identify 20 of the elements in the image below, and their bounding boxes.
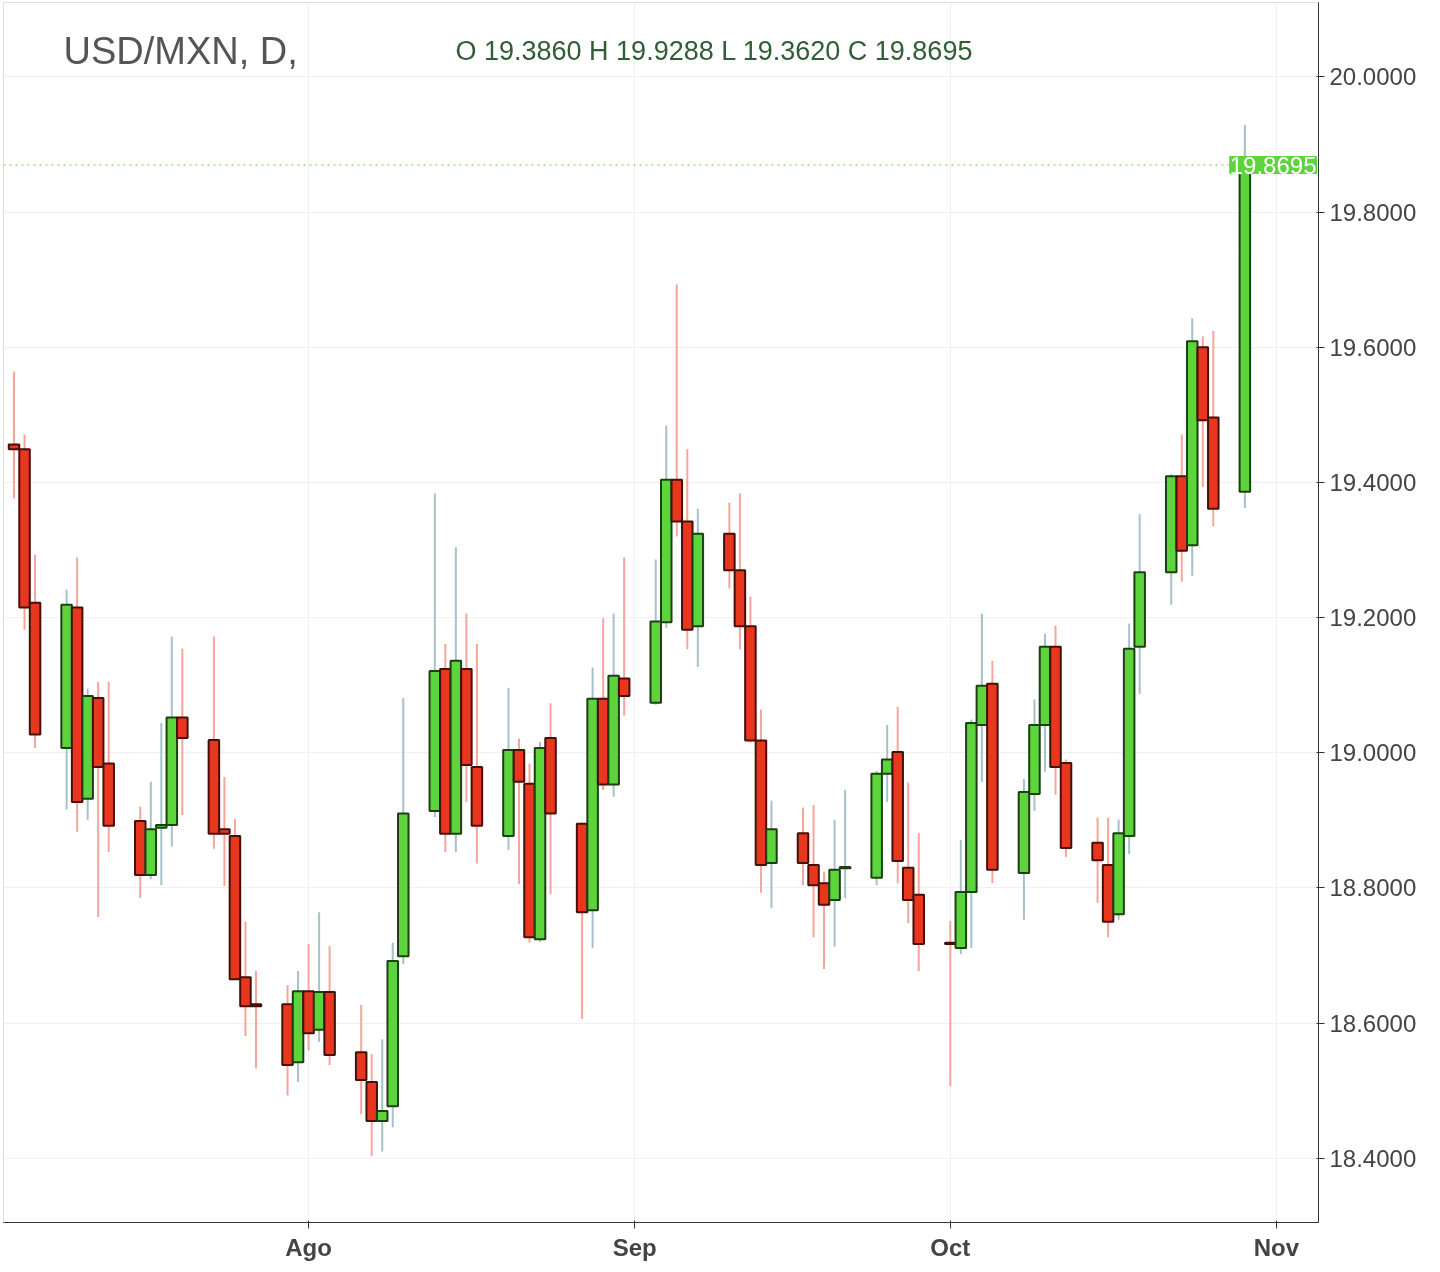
candlestick bbox=[1091, 816, 1104, 904]
y-tick-label: 18.6000 bbox=[1329, 1009, 1417, 1037]
x-tick-label: Nov bbox=[1253, 1233, 1300, 1261]
ref-line-label: 19.8695 bbox=[1229, 151, 1317, 179]
y-tick-label: 18.4000 bbox=[1329, 1144, 1417, 1172]
y-tick-label: 19.2000 bbox=[1329, 604, 1417, 632]
y-tick-label: 20.0000 bbox=[1329, 63, 1417, 91]
y-tick-label: 19.4000 bbox=[1329, 468, 1417, 496]
candlestick bbox=[617, 556, 631, 717]
y-tick-label: 19.6000 bbox=[1329, 333, 1417, 361]
candlestick bbox=[375, 1038, 389, 1153]
candlestick bbox=[176, 647, 189, 816]
x-tick-label: Oct bbox=[930, 1233, 971, 1261]
y-tick-label: 18.8000 bbox=[1329, 874, 1417, 902]
text: USD/MXN, D, bbox=[63, 29, 298, 72]
x-tick-label: Sep bbox=[612, 1233, 657, 1261]
x-tick-label: Ago bbox=[285, 1233, 332, 1261]
annotation: O 19.3860 H 19.9288 L 19.3620 C 19.8695 bbox=[455, 35, 973, 66]
y-tick-label: 19.8000 bbox=[1329, 198, 1417, 226]
y-tick-label: 19.0000 bbox=[1329, 739, 1417, 767]
